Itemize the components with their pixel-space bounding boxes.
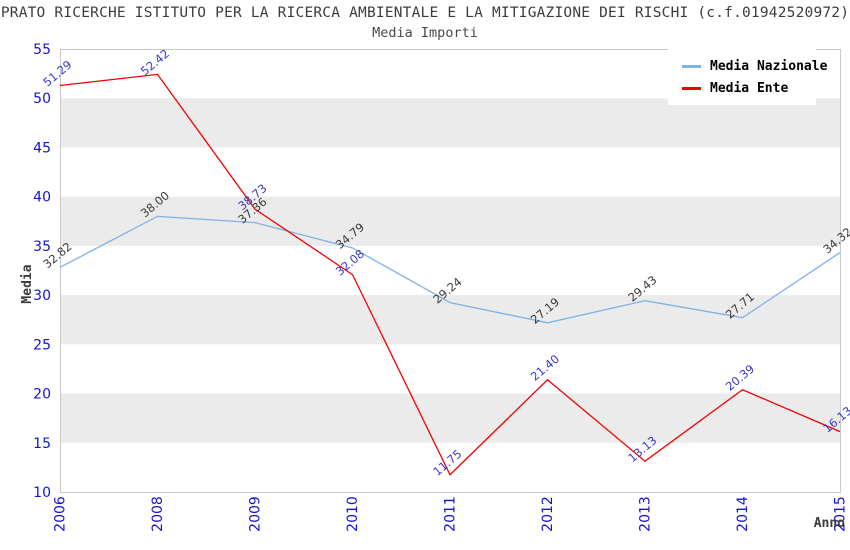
svg-text:45: 45 (33, 140, 51, 156)
svg-text:10: 10 (33, 485, 51, 501)
svg-text:2015: 2015 (833, 496, 849, 532)
svg-text:11.75: 11.75 (430, 447, 464, 479)
chart-title: PRATO RICERCHE ISTITUTO PER LA RICERCA A… (0, 5, 850, 21)
svg-text:25: 25 (33, 337, 51, 353)
svg-text:2010: 2010 (345, 496, 361, 532)
legend-line-swatch-red (682, 86, 701, 90)
svg-text:55: 55 (33, 42, 51, 58)
legend-label-media-ente: Media Ente (710, 80, 789, 96)
svg-text:15: 15 (33, 436, 51, 452)
chart-subtitle: Media Importi (372, 25, 478, 41)
svg-text:2006: 2006 (53, 496, 69, 532)
legend-item-media-ente: Media Ente (682, 77, 816, 99)
svg-text:21.40: 21.40 (528, 352, 562, 384)
svg-text:20: 20 (33, 387, 51, 403)
svg-text:2014: 2014 (735, 496, 751, 532)
svg-text:2011: 2011 (443, 496, 459, 532)
svg-text:2008: 2008 (150, 496, 166, 532)
legend-label-media-nazionale: Media Nazionale (710, 58, 828, 74)
svg-text:52.42: 52.42 (138, 46, 172, 78)
svg-text:20.39: 20.39 (723, 362, 757, 394)
svg-text:40: 40 (33, 190, 51, 206)
svg-text:Anno: Anno (814, 516, 845, 531)
svg-text:Media: Media (20, 264, 35, 303)
svg-text:30: 30 (33, 288, 51, 304)
legend-item-media-nazionale: Media Nazionale (682, 55, 827, 77)
svg-text:35: 35 (33, 239, 51, 255)
svg-text:50: 50 (33, 91, 51, 107)
svg-text:2013: 2013 (638, 496, 654, 532)
legend-line-swatch-blue (682, 64, 701, 68)
legend: Media Nazionale Media Ente (668, 47, 827, 105)
svg-text:32.08: 32.08 (333, 247, 367, 279)
svg-text:2012: 2012 (540, 496, 556, 532)
svg-text:2009: 2009 (248, 496, 264, 532)
